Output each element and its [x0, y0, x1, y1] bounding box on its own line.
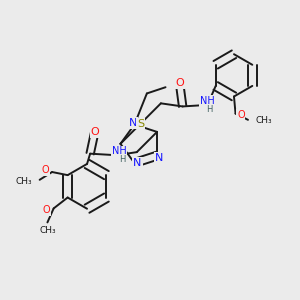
Text: N: N [129, 118, 137, 128]
Text: H: H [206, 105, 212, 114]
Text: CH₃: CH₃ [39, 226, 56, 235]
Text: O: O [43, 205, 50, 215]
Text: N: N [133, 158, 142, 168]
Text: O: O [90, 127, 99, 137]
Text: H: H [119, 155, 125, 164]
Text: O: O [175, 78, 184, 88]
Text: CH₃: CH₃ [15, 177, 32, 186]
Text: NH: NH [200, 96, 215, 106]
Text: O: O [237, 110, 245, 120]
Text: N: N [154, 153, 163, 163]
Text: NH: NH [112, 146, 127, 157]
Text: O: O [41, 166, 49, 176]
Text: CH₃: CH₃ [255, 116, 272, 125]
Text: S: S [137, 118, 144, 129]
